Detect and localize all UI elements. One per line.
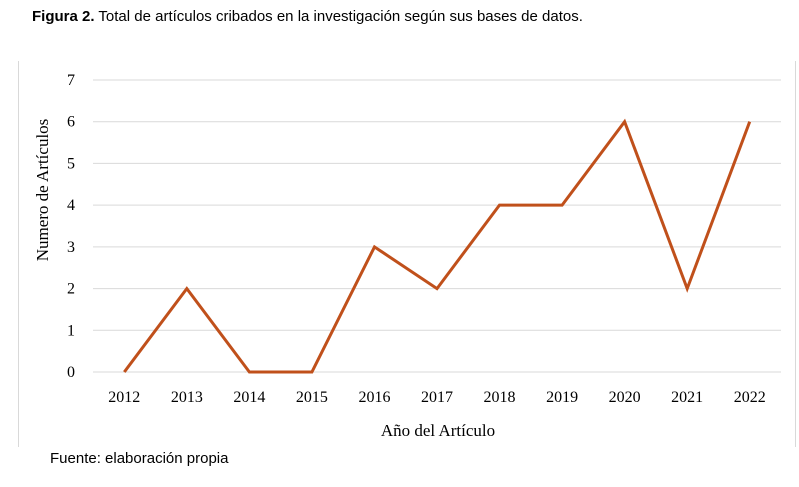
figure-caption: Figura 2. Total de artículos cribados en… (32, 8, 583, 25)
x-axis-title: Año del Artículo (381, 421, 495, 440)
y-tick-label: 2 (67, 281, 75, 298)
x-tick-label: 2016 (358, 389, 390, 406)
y-tick-label: 6 (67, 114, 75, 131)
x-tick-label: 2018 (484, 389, 516, 406)
figure-caption-lead: Figura 2. (32, 8, 95, 25)
x-tick-label: 2022 (734, 389, 766, 406)
x-tick-label: 2019 (546, 389, 578, 406)
y-tick-label: 4 (67, 197, 75, 214)
x-tick-label: 2015 (296, 389, 328, 406)
x-tick-label: 2013 (171, 389, 203, 406)
x-tick-label: 2020 (609, 389, 641, 406)
x-tick-label: 2021 (671, 389, 703, 406)
series-layer (123, 118, 752, 374)
gridlines (93, 79, 781, 373)
y-tick-label: 3 (67, 239, 75, 256)
y-tick-label: 5 (67, 155, 75, 172)
x-tick-label: 2017 (421, 389, 453, 406)
x-axis-ticks: 2012 2013 2014 2015 2016 2017 2018 2019 2020 2021… (108, 389, 765, 406)
figure-caption-text: Total de artículos cribados en la invest… (94, 8, 583, 25)
y-tick-label: 1 (67, 322, 75, 339)
y-axis-title: Numero de Artículos (33, 119, 52, 262)
y-axis-ticks: 0 1 2 3 4 5 6 7 (67, 72, 75, 381)
x-tick-label: 2012 (108, 389, 140, 406)
x-tick-label: 2014 (233, 389, 265, 406)
source-note: Fuente: elaboración propia (50, 450, 229, 467)
chart-frame (18, 61, 796, 447)
y-tick-label: 7 (67, 72, 75, 89)
y-tick-label: 0 (67, 364, 75, 381)
